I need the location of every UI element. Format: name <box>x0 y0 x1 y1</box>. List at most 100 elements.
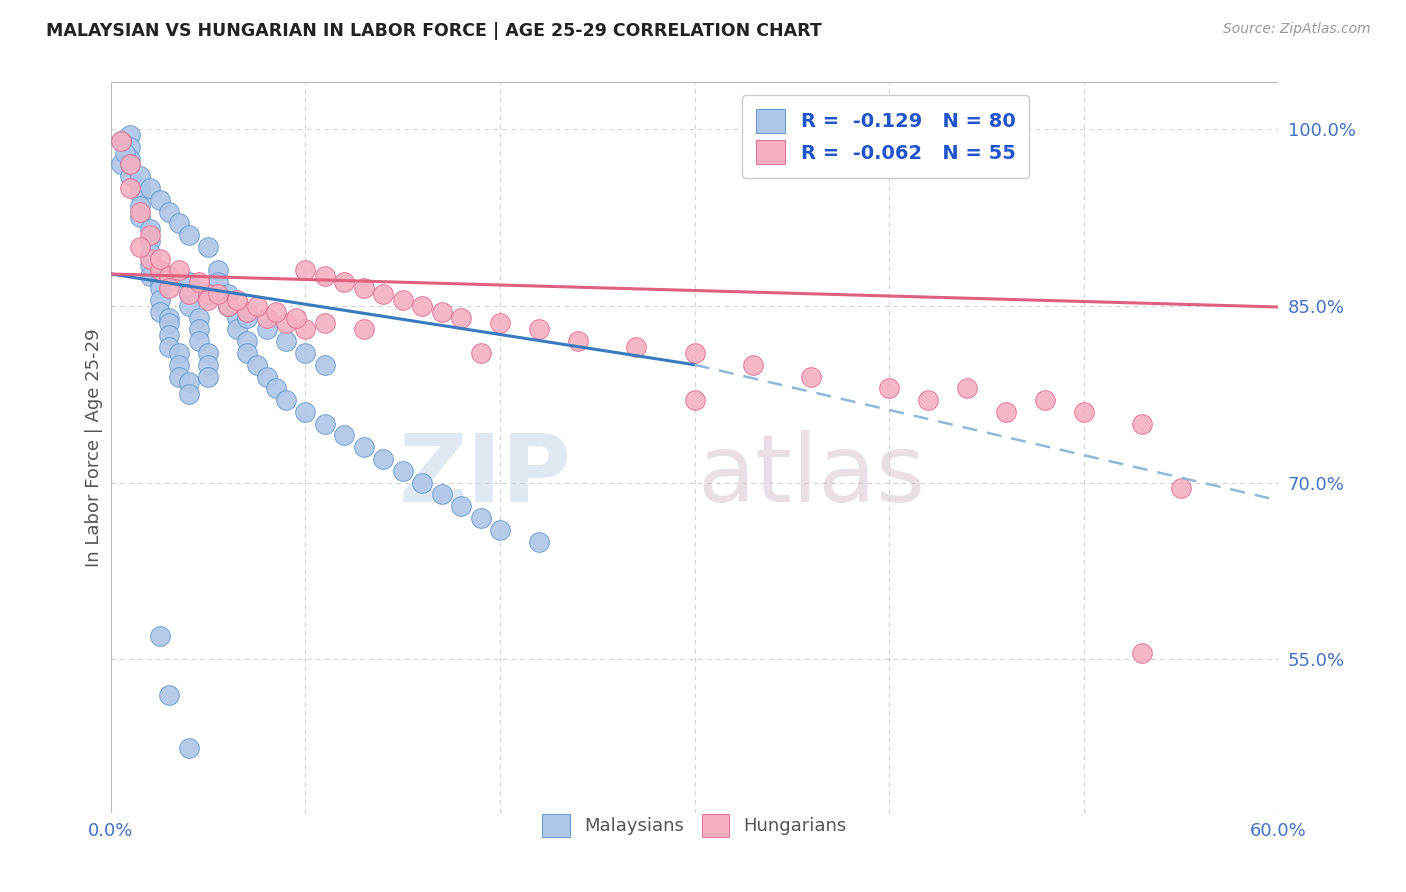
Point <box>120 139 142 153</box>
Point <box>333 275 356 289</box>
Point <box>157 317 180 331</box>
Point <box>683 393 706 408</box>
Point <box>149 252 172 266</box>
Point <box>197 346 219 360</box>
Point <box>187 310 209 325</box>
Point <box>110 134 132 148</box>
Point <box>294 346 316 360</box>
Point <box>527 534 550 549</box>
Point <box>157 310 180 325</box>
Point <box>120 128 142 142</box>
Point <box>129 186 152 201</box>
Point <box>129 181 152 195</box>
Point <box>217 299 239 313</box>
Point <box>236 346 259 360</box>
Point <box>139 234 162 248</box>
Point <box>917 393 939 408</box>
Point <box>129 204 152 219</box>
Point <box>284 310 307 325</box>
Point <box>114 145 136 160</box>
Point <box>1130 417 1153 431</box>
Point <box>391 293 413 307</box>
Point <box>274 317 297 331</box>
Point <box>177 287 200 301</box>
Point <box>294 322 316 336</box>
Point <box>120 157 142 171</box>
Point <box>149 275 172 289</box>
Point <box>177 299 200 313</box>
Point <box>226 322 249 336</box>
Point <box>411 299 433 313</box>
Point <box>430 487 453 501</box>
Point <box>207 263 229 277</box>
Point <box>956 381 979 395</box>
Point <box>120 181 142 195</box>
Point <box>1033 393 1056 408</box>
Point <box>129 240 152 254</box>
Point <box>120 169 142 184</box>
Point <box>353 440 375 454</box>
Point <box>256 310 278 325</box>
Point <box>353 322 375 336</box>
Point <box>274 393 297 408</box>
Point <box>236 304 259 318</box>
Text: MALAYSIAN VS HUNGARIAN IN LABOR FORCE | AGE 25-29 CORRELATION CHART: MALAYSIAN VS HUNGARIAN IN LABOR FORCE | … <box>46 22 823 40</box>
Y-axis label: In Labor Force | Age 25-29: In Labor Force | Age 25-29 <box>86 328 103 566</box>
Point <box>167 346 190 360</box>
Point <box>266 304 288 318</box>
Point <box>877 381 900 395</box>
Point <box>187 322 209 336</box>
Point <box>994 405 1017 419</box>
Point <box>256 369 278 384</box>
Point <box>110 134 132 148</box>
Point <box>187 334 209 348</box>
Legend: Malaysians, Hungarians: Malaysians, Hungarians <box>536 807 853 844</box>
Point <box>217 287 239 301</box>
Point <box>246 299 269 313</box>
Point <box>314 317 336 331</box>
Point <box>187 275 209 289</box>
Point <box>246 358 269 372</box>
Text: ZIP: ZIP <box>399 431 572 523</box>
Point <box>217 299 239 313</box>
Point <box>177 228 200 243</box>
Point <box>1130 647 1153 661</box>
Point <box>139 269 162 284</box>
Point <box>177 275 200 289</box>
Point <box>683 346 706 360</box>
Point <box>411 475 433 490</box>
Point <box>527 322 550 336</box>
Point <box>167 216 190 230</box>
Point <box>149 193 172 207</box>
Point <box>139 181 162 195</box>
Point <box>110 157 132 171</box>
Point <box>256 322 278 336</box>
Point <box>197 358 219 372</box>
Point <box>373 452 395 467</box>
Point <box>470 346 492 360</box>
Point <box>741 358 763 372</box>
Point <box>314 269 336 284</box>
Point <box>149 304 172 318</box>
Point <box>333 428 356 442</box>
Point <box>120 157 142 171</box>
Point <box>139 252 162 266</box>
Point <box>450 310 472 325</box>
Point <box>197 287 219 301</box>
Point <box>177 387 200 401</box>
Point <box>129 169 152 184</box>
Point <box>294 263 316 277</box>
Point <box>149 629 172 643</box>
Point <box>157 204 180 219</box>
Point <box>373 287 395 301</box>
Point <box>177 287 200 301</box>
Point <box>139 245 162 260</box>
Point <box>197 240 219 254</box>
Point <box>274 334 297 348</box>
Point <box>177 376 200 390</box>
Point <box>226 310 249 325</box>
Point <box>167 369 190 384</box>
Point <box>624 340 647 354</box>
Point <box>207 275 229 289</box>
Point <box>1073 405 1095 419</box>
